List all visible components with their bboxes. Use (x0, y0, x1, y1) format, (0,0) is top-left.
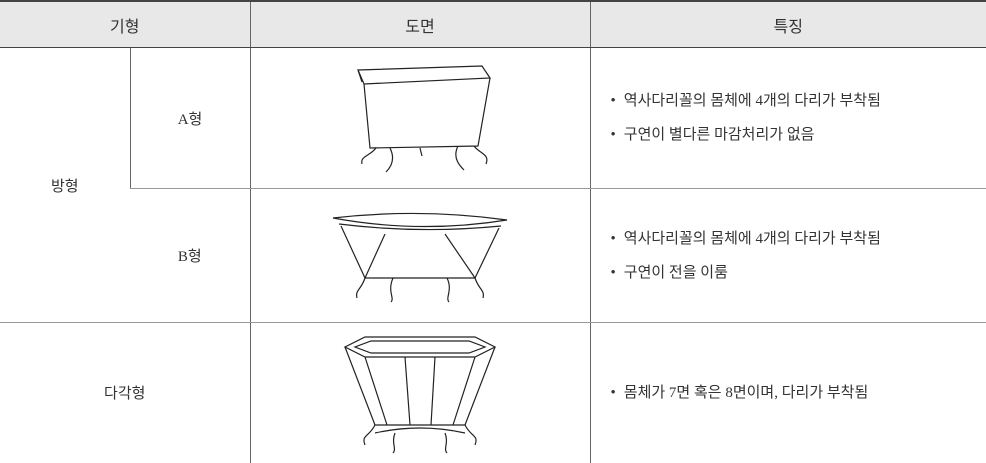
row: 방형 A형 역사다리꼴의 몸체에 4개의 다리가 부착됨구연이 별다른 마감처리… (0, 47, 986, 323)
drawing (343, 336, 497, 454)
row: 다각형 몸체가 7면 혹은 8면이며, 다리가 부착됨 (0, 322, 986, 463)
feature: 구연이 별다른 마감처리가 없음 (611, 118, 986, 152)
feature-cell: 역사다리꼴의 몸체에 4개의 다리가 부착됨구연이 별다른 마감처리가 없음 (589, 47, 986, 189)
feature: 몸체가 7면 혹은 8면이며, 다리가 부착됨 (611, 376, 986, 410)
drawing (332, 212, 508, 303)
header-cell: 기형 (0, 0, 251, 48)
type-cell: A형 (129, 47, 251, 189)
group-cell: 다각형 (104, 386, 146, 403)
group-cell: 방형 (0, 47, 130, 323)
feature-cell: 몸체가 7면 혹은 8면이며, 다리가 부착됨 (589, 322, 986, 463)
drawing-cell (249, 47, 591, 189)
drawing-cell (249, 188, 591, 323)
row: B형 역사다리꼴의 몸체에 4개의 다리가 부착됨구연이 전을 이룸 (0, 188, 986, 323)
header-cell: 특징 (589, 0, 986, 48)
feature: 역사다리꼴의 몸체에 4개의 다리가 부착됨 (611, 222, 986, 256)
header-cell: 도면 (249, 0, 591, 48)
feature: 역사다리꼴의 몸체에 4개의 다리가 부착됨 (611, 84, 986, 118)
drawing-cell (249, 322, 591, 463)
feature-cell: 역사다리꼴의 몸체에 4개의 다리가 부착됨구연이 전을 이룸 (589, 188, 986, 323)
drawing (357, 64, 492, 172)
type-cell: B형 (130, 188, 251, 323)
header-row: 기형 도면 특징 (0, 0, 986, 48)
feature: 구연이 전을 이룸 (611, 256, 986, 290)
